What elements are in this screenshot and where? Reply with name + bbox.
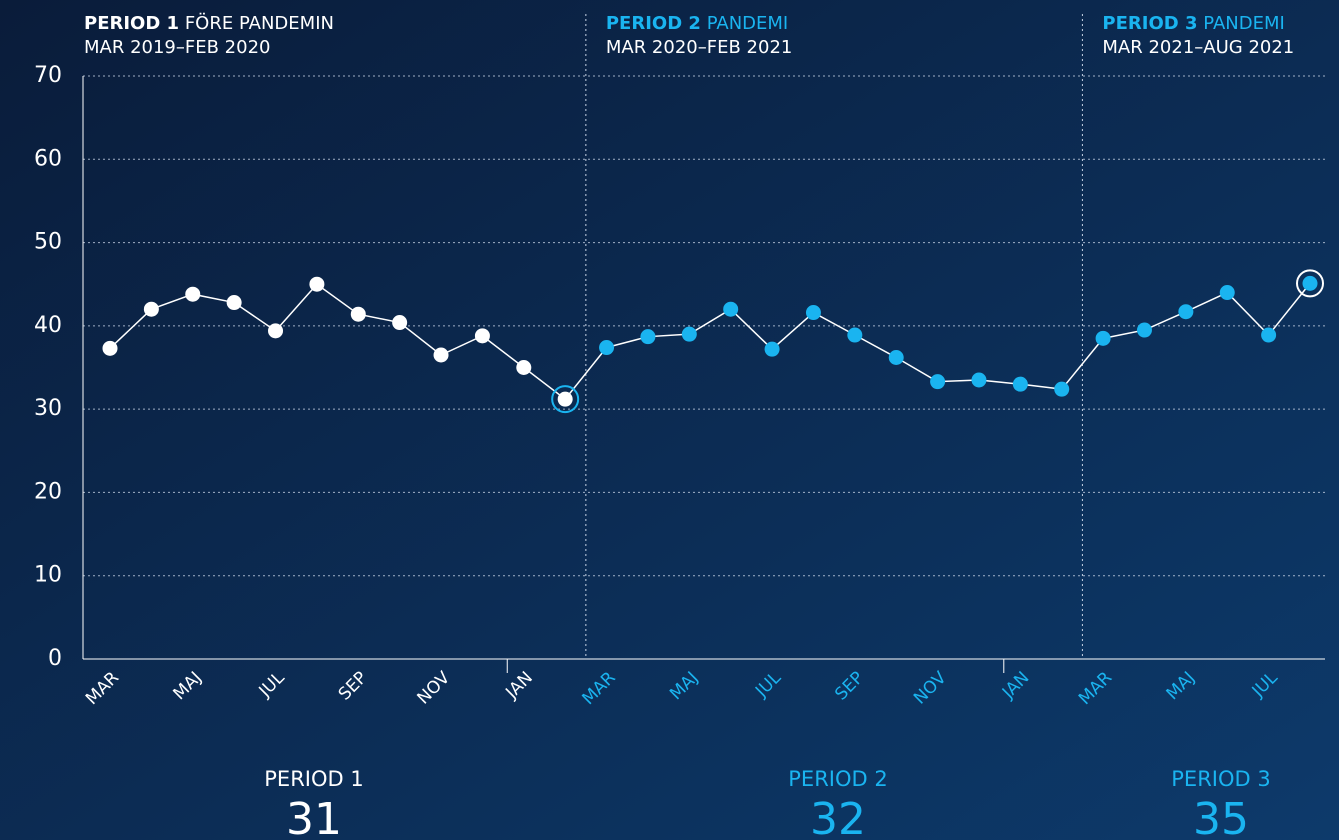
line-bridge	[564, 347, 608, 400]
point	[930, 374, 946, 390]
period-range: MAR 2021–AUG 2021	[1102, 37, 1294, 58]
period-subtitle: PANDEMI	[1203, 13, 1285, 34]
summary-value: 35	[1193, 794, 1249, 840]
point	[640, 329, 656, 345]
point	[102, 340, 118, 356]
point	[516, 360, 532, 375]
summary-value: 31	[286, 794, 342, 840]
point	[392, 315, 408, 331]
point	[1178, 304, 1194, 320]
y-tick-label: 40	[34, 313, 62, 338]
period-subtitle: FÖRE PANDEMIN	[185, 12, 334, 34]
point	[1012, 376, 1028, 392]
point	[350, 306, 366, 322]
point	[268, 323, 284, 339]
y-tick-label: 20	[34, 479, 62, 504]
point	[1261, 327, 1277, 343]
point	[226, 295, 242, 311]
point	[764, 341, 780, 357]
period-header: PERIOD 3 PANDEMI	[1102, 13, 1284, 34]
y-tick-label: 70	[34, 63, 62, 88]
point	[599, 340, 615, 356]
period-name: PERIOD 3	[1102, 13, 1197, 34]
y-tick-label: 50	[34, 230, 62, 255]
point	[1095, 330, 1111, 346]
point	[681, 326, 697, 342]
point	[1054, 381, 1070, 397]
period-name: PERIOD 2	[606, 13, 701, 34]
highlight-ring	[551, 385, 580, 414]
point	[847, 327, 863, 343]
y-tick-label: 0	[48, 646, 62, 671]
point	[805, 305, 821, 321]
point	[143, 301, 159, 317]
period-name: PERIOD 1	[84, 13, 179, 34]
point	[185, 286, 201, 302]
point	[309, 276, 325, 292]
period-header: PERIOD 1 FÖRE PANDEMIN	[84, 12, 334, 34]
period-range: MAR 2020–FEB 2021	[606, 37, 793, 58]
point	[474, 328, 490, 344]
point	[723, 301, 739, 317]
period-subtitle: PANDEMI	[707, 13, 789, 34]
line-bridge	[1061, 337, 1104, 390]
point	[888, 350, 904, 366]
period-range: MAR 2019–FEB 2020	[84, 37, 271, 58]
point	[1136, 322, 1152, 338]
highlight-ring	[1296, 269, 1324, 298]
period-header: PERIOD 2 PANDEMI	[606, 13, 788, 34]
point	[557, 391, 573, 407]
point	[1302, 275, 1318, 291]
summary-value: 32	[810, 794, 866, 840]
point	[1219, 285, 1235, 301]
summary-label: PERIOD 3	[1171, 767, 1270, 791]
point	[971, 372, 987, 388]
summary-label: PERIOD 1	[264, 767, 363, 791]
y-tick-label: 10	[34, 563, 62, 588]
y-tick-label: 30	[34, 396, 62, 421]
point	[433, 347, 449, 363]
y-tick-label: 60	[34, 146, 62, 171]
summary-label: PERIOD 2	[788, 767, 887, 791]
